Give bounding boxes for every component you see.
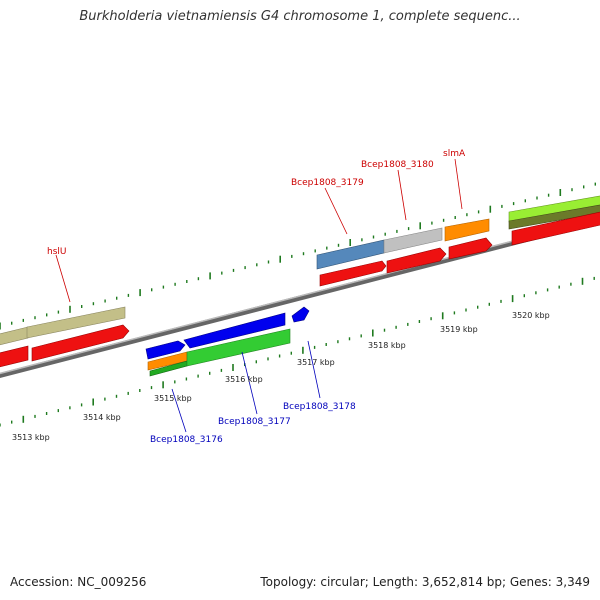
accession-text: Accession: NC_009256: [10, 575, 147, 589]
gene-label-Bcep1808_3179[interactable]: Bcep1808_3179: [291, 178, 364, 188]
genome-backbone-highlight: [0, 217, 600, 375]
gene-Bcep1808_3178-arrow[interactable]: [291, 306, 310, 323]
scale-label-3519-kbp: 3519 kbp: [440, 325, 478, 334]
map-title: Burkholderia vietnamiensis G4 chromosome…: [79, 9, 521, 24]
gene-Bcep1808_3176-arrow[interactable]: [145, 340, 186, 360]
gene-right-arrow[interactable]: [511, 211, 600, 246]
gene-slmA-arrow[interactable]: [448, 237, 493, 260]
gene-left-feature[interactable]: [0, 345, 29, 368]
gene-right-cds[interactable]: [508, 195, 600, 223]
label-leader-Bcep1808_3178: [307, 340, 321, 399]
gene-Bcep1808_3179-arrow[interactable]: [319, 260, 387, 287]
gene-label-hslU[interactable]: hslU: [47, 247, 66, 257]
gene-hslU-cds[interactable]: [26, 306, 126, 339]
label-leader-Bcep1808_3179: [324, 187, 348, 235]
gene-Bcep1808_3177-cds[interactable]: [186, 328, 291, 367]
gene-Bcep1808_3180-cds[interactable]: [383, 227, 443, 254]
scale-label-3514-kbp: 3514 kbp: [83, 413, 121, 422]
scale-label-3513-kbp: 3513 kbp: [12, 433, 50, 442]
gene-label-slmA[interactable]: slmA: [443, 149, 466, 159]
label-leader-slmA: [454, 158, 463, 210]
scale-label-3517-kbp: 3517 kbp: [297, 358, 335, 367]
tick-marks: [0, 182, 596, 427]
gene-label-Bcep1808_3177[interactable]: Bcep1808_3177: [218, 417, 291, 427]
gene-Bcep1808_3180-arrow[interactable]: [386, 247, 447, 274]
scale-label-3520-kbp: 3520 kbp: [512, 311, 550, 320]
topology-summary: Topology: circular; Length: 3,652,814 bp…: [260, 575, 590, 589]
scale-label-3518-kbp: 3518 kbp: [368, 341, 406, 350]
label-leader-Bcep1808_3180: [397, 169, 407, 221]
gene-label-Bcep1808_3178[interactable]: Bcep1808_3178: [283, 402, 356, 412]
gene-Bcep1808_3177-arrow[interactable]: [183, 312, 286, 349]
gene-label-Bcep1808_3176[interactable]: Bcep1808_3176: [150, 435, 223, 445]
scale-label-3515-kbp: 3515 kbp: [154, 394, 192, 403]
gene-right-feature[interactable]: [508, 204, 600, 230]
label-leader-Bcep1808_3176: [171, 388, 187, 433]
gene-label-Bcep1808_3180[interactable]: Bcep1808_3180: [361, 160, 434, 170]
scale-label-3516-kbp: 3516 kbp: [225, 375, 263, 384]
label-leader-Bcep1808_3177: [241, 351, 258, 415]
gene-slmA-cds[interactable]: [444, 218, 490, 242]
genome-backbone: [0, 217, 600, 379]
gene-hslU-arrow[interactable]: [31, 324, 130, 362]
gene-left-cds[interactable]: [0, 326, 29, 346]
label-leader-hslU: [55, 254, 71, 303]
